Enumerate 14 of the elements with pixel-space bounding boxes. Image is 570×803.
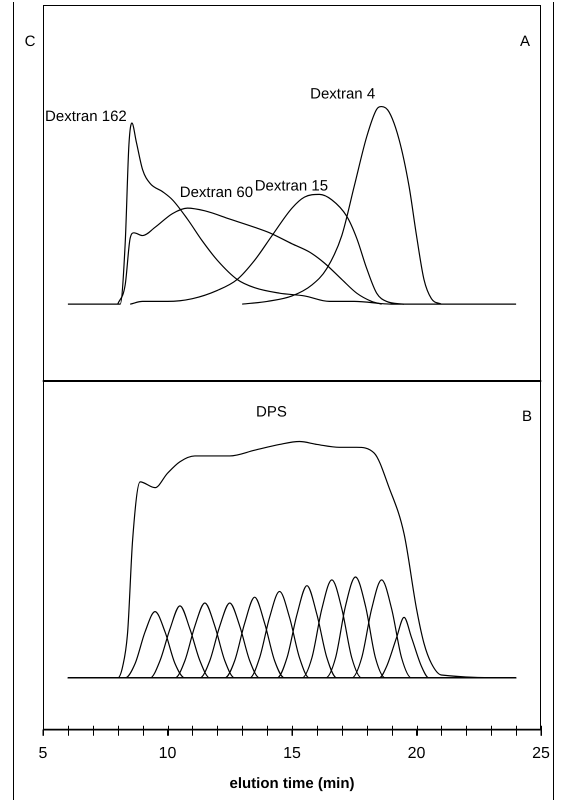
text: B <box>522 408 532 426</box>
text: C <box>24 33 36 50</box>
series-label: Dextran 162 <box>45 108 127 126</box>
x-tick-label: 5 <box>38 744 48 762</box>
series-label: Dextran 4 <box>310 86 376 103</box>
x-tick-label: 25 <box>532 744 550 762</box>
series-label: DPS <box>256 404 287 421</box>
x-axis-title: elution time (min) <box>230 775 354 792</box>
x-tick-label: 15 <box>283 744 301 762</box>
x-tick-label: 20 <box>408 744 426 762</box>
text: A <box>520 33 530 50</box>
x-tick-label: 10 <box>158 744 176 762</box>
series-label: Dextran 15 <box>254 178 328 195</box>
series-label: Dextran 60 <box>180 184 254 202</box>
